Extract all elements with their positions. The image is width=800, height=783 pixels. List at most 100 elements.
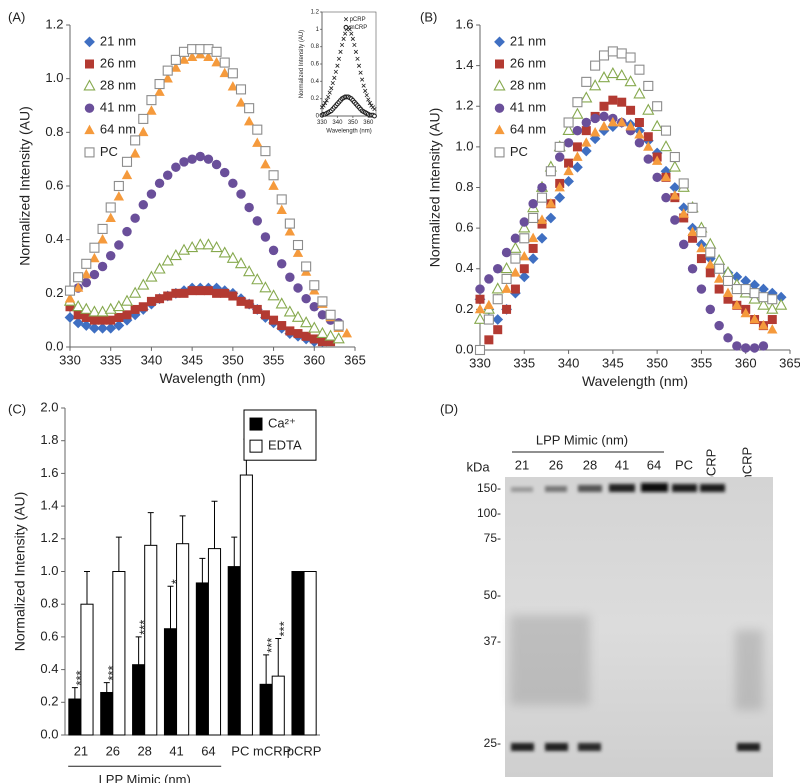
data-point <box>554 152 565 162</box>
marker-label: 100- <box>477 506 501 520</box>
data-point <box>146 189 157 199</box>
data-point <box>130 304 140 314</box>
data-point <box>528 243 538 253</box>
data-point <box>572 97 583 108</box>
data-point <box>341 327 353 338</box>
data-point <box>301 293 311 304</box>
data-point <box>599 101 609 111</box>
data-point <box>130 213 140 223</box>
data-point <box>326 94 331 100</box>
data-point <box>227 68 238 79</box>
error-bar <box>211 500 218 549</box>
error-bar <box>115 536 122 572</box>
data-point <box>212 288 222 298</box>
bar <box>100 691 114 736</box>
data-point <box>129 286 142 298</box>
data-point <box>679 213 689 223</box>
data-point <box>714 284 724 294</box>
data-point <box>767 315 777 325</box>
data-point <box>333 320 344 331</box>
data-point <box>64 312 76 323</box>
data-point <box>678 208 689 218</box>
y-tick-label: 0.2 <box>455 301 473 316</box>
data-point <box>571 107 584 119</box>
data-point <box>338 49 343 54</box>
legend-label: 28 nm <box>100 78 136 93</box>
data-point <box>668 160 681 172</box>
band <box>545 743 568 751</box>
band <box>641 483 668 492</box>
bar <box>303 571 317 736</box>
data-point <box>510 233 521 244</box>
x-tick-label: 365 <box>779 356 800 371</box>
data-point <box>330 80 335 86</box>
x-tick-label: 330 <box>317 120 328 126</box>
data-point <box>155 294 165 304</box>
data-point <box>581 126 591 136</box>
data-point <box>651 155 663 165</box>
legend-label: 64 nm <box>100 122 136 137</box>
data-point <box>473 312 487 324</box>
data-point <box>227 81 239 91</box>
x-tick-label: 28 <box>137 743 151 758</box>
x-tick-label: 330 <box>469 356 491 371</box>
data-point <box>343 31 348 36</box>
x-axis-title: Wavelength (nm) <box>326 129 371 135</box>
y-tick-label: 1.2 <box>45 16 63 31</box>
y-tick-label: 0.6 <box>455 220 473 235</box>
data-point <box>545 166 556 177</box>
band <box>511 743 534 751</box>
legend-marker <box>495 59 504 69</box>
error-bar <box>231 536 238 567</box>
x-tick-label: 355 <box>691 356 713 371</box>
data-point <box>89 242 100 253</box>
data-point <box>633 87 646 99</box>
y-tick-label: 1.2 <box>40 530 58 545</box>
legend-marker <box>85 59 94 69</box>
data-point <box>89 322 100 334</box>
panel-label: (B) <box>420 9 437 24</box>
data-point <box>634 138 645 148</box>
legend-label: 28 nm <box>510 78 546 93</box>
data-point <box>527 232 539 243</box>
error-bar <box>179 515 186 544</box>
data-point <box>634 129 645 139</box>
x-tick-label: 345 <box>181 353 203 368</box>
data-point <box>519 217 530 227</box>
data-point <box>545 198 557 208</box>
data-point <box>349 31 354 36</box>
data-point <box>122 310 132 320</box>
data-point <box>138 113 149 124</box>
data-point <box>284 218 295 229</box>
data-point <box>775 298 788 310</box>
data-point <box>317 296 328 307</box>
data-point <box>731 299 743 310</box>
data-point <box>325 309 336 320</box>
data-point <box>97 261 108 272</box>
data-point <box>705 259 716 269</box>
data-point <box>284 225 296 236</box>
data-point <box>120 294 134 306</box>
x-tick-label: 340 <box>141 353 163 368</box>
data-point <box>367 100 372 106</box>
data-point <box>226 251 239 263</box>
data-point <box>114 312 124 322</box>
x-tick-label: 340 <box>558 356 580 371</box>
data-point <box>758 283 769 295</box>
data-point <box>171 288 181 298</box>
data-point <box>669 182 681 193</box>
data-point <box>475 284 485 294</box>
data-point <box>615 69 628 81</box>
data-point <box>154 78 165 90</box>
data-point <box>563 176 574 187</box>
data-point <box>564 158 574 168</box>
data-point <box>758 320 769 330</box>
gel-panel: (D) LPP Mimic (nm) 21 26 28 41 64 PC pCR… <box>440 401 773 777</box>
data-point <box>766 302 779 314</box>
data-point <box>64 285 76 296</box>
y-tick-label: 0.8 <box>45 124 63 139</box>
y-tick-label: 0.4 <box>311 79 320 85</box>
data-point <box>236 296 246 306</box>
data-point <box>292 247 304 257</box>
data-point <box>642 103 655 115</box>
